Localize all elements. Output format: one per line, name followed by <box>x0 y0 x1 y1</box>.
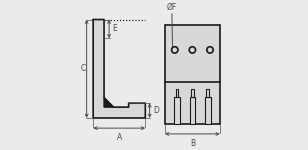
Polygon shape <box>104 98 113 107</box>
Text: C: C <box>81 64 86 73</box>
Text: A: A <box>117 133 122 142</box>
Bar <box>206 89 209 97</box>
Text: E: E <box>112 24 117 33</box>
Bar <box>174 97 180 124</box>
Text: D: D <box>153 106 159 115</box>
Bar <box>205 97 211 124</box>
Bar <box>165 25 220 124</box>
Polygon shape <box>93 20 145 118</box>
Bar <box>176 89 178 97</box>
Bar <box>190 97 195 124</box>
Bar <box>191 89 194 97</box>
Text: ØF: ØF <box>167 3 177 12</box>
Text: B: B <box>190 139 195 148</box>
